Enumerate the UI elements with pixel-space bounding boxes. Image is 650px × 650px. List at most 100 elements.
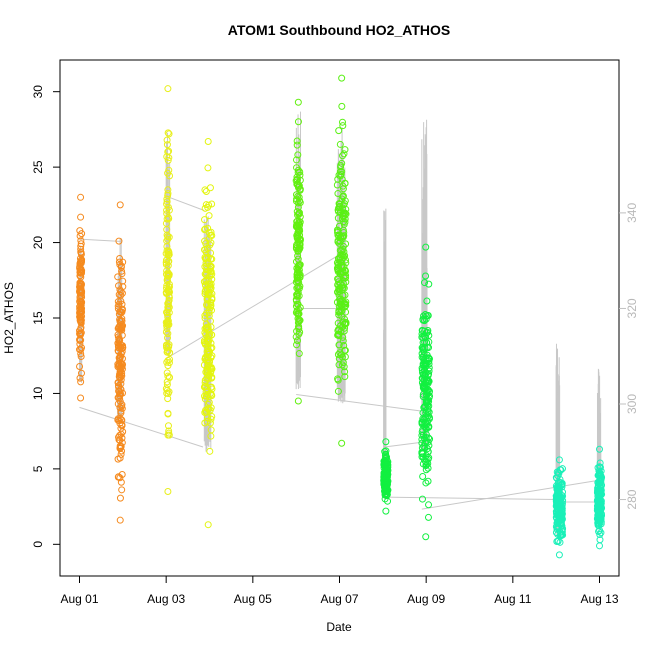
trace-link — [421, 479, 598, 510]
data-point — [118, 308, 126, 316]
data-point — [204, 164, 212, 172]
data-point — [116, 494, 124, 502]
data-point — [208, 364, 216, 372]
data-point — [162, 256, 170, 264]
data-point — [202, 255, 210, 263]
data-point — [421, 456, 429, 464]
data-point — [594, 464, 602, 472]
data-point — [118, 348, 126, 356]
data-point — [292, 297, 300, 305]
data-point — [296, 235, 304, 243]
data-point — [201, 325, 209, 333]
data-point — [596, 445, 603, 453]
data-point — [115, 473, 123, 481]
data-point — [164, 213, 172, 221]
data-point — [200, 383, 208, 391]
data-point — [335, 222, 343, 230]
data-point — [164, 313, 172, 321]
data-point — [339, 242, 347, 250]
data-point — [202, 382, 210, 390]
data-point — [338, 102, 346, 110]
data-point — [202, 262, 210, 270]
right-y-tick-label: 320 — [625, 298, 639, 318]
data-point — [163, 358, 171, 366]
data-point — [382, 507, 390, 515]
data-point — [77, 193, 85, 201]
data-point — [558, 483, 566, 491]
data-point — [204, 521, 212, 529]
data-point — [163, 378, 171, 386]
data-point — [422, 533, 430, 541]
data-point — [165, 321, 173, 329]
data-point — [341, 291, 349, 299]
data-point — [294, 192, 302, 200]
data-point — [204, 137, 212, 145]
data-point — [77, 273, 85, 281]
data-point — [556, 510, 564, 518]
data-point — [164, 422, 172, 430]
data-point — [204, 326, 212, 334]
data-point — [594, 519, 602, 527]
data-point — [207, 354, 215, 362]
data-point — [77, 353, 85, 361]
data-point — [118, 325, 126, 333]
data-point — [342, 320, 350, 328]
data-point — [164, 362, 172, 370]
data-point — [341, 274, 349, 282]
data-point — [381, 452, 389, 460]
data-point — [597, 510, 605, 518]
data-point — [334, 206, 342, 214]
data-point — [207, 280, 215, 288]
data-point — [163, 311, 171, 319]
data-point — [596, 531, 604, 539]
data-point — [339, 122, 347, 130]
data-point — [340, 327, 348, 335]
data-point — [205, 312, 213, 320]
data-point — [118, 289, 126, 297]
data-point — [77, 378, 85, 386]
data-point — [383, 472, 391, 480]
data-point — [339, 337, 347, 345]
data-point — [382, 485, 390, 493]
data-point — [117, 390, 125, 398]
data-point — [296, 185, 304, 193]
data-point — [342, 271, 350, 279]
data-point — [207, 432, 215, 440]
data-point — [292, 309, 300, 317]
data-point — [116, 261, 124, 269]
data-point — [164, 395, 172, 403]
right-y-tick-label: 280 — [625, 489, 639, 509]
data-point — [77, 237, 85, 245]
data-point — [202, 187, 210, 195]
data-point — [424, 448, 432, 456]
data-point — [423, 445, 431, 453]
data-point — [294, 273, 302, 281]
data-point — [294, 397, 302, 405]
data-point — [200, 338, 208, 346]
data-point — [294, 252, 302, 260]
data-point — [382, 476, 390, 484]
data-point — [163, 247, 171, 255]
data-point — [293, 164, 301, 172]
data-point — [336, 202, 344, 210]
data-point — [422, 466, 430, 474]
data-point — [338, 74, 346, 82]
data-point — [293, 137, 301, 145]
data-point — [76, 254, 84, 262]
data-point — [76, 374, 84, 382]
data-point — [425, 413, 433, 421]
data-point — [294, 98, 302, 106]
data-point — [163, 136, 171, 144]
data-point — [335, 308, 343, 316]
data-point — [596, 526, 604, 534]
data-point — [420, 332, 428, 340]
data-point — [340, 228, 348, 236]
data-point — [418, 495, 426, 503]
data-point — [202, 271, 210, 279]
data-point — [115, 237, 123, 245]
data-point — [340, 150, 348, 158]
data-point — [164, 169, 172, 177]
data-point — [423, 297, 431, 305]
data-point — [424, 370, 432, 378]
